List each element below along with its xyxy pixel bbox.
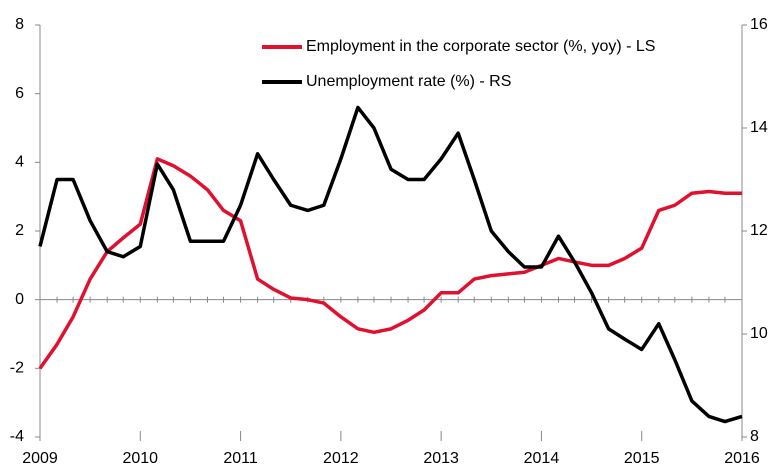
x-tick-label: 2011 — [223, 450, 258, 467]
y2-tick-label: 14 — [750, 119, 768, 136]
y2-tick-label: 12 — [750, 222, 768, 239]
legend-label: Employment in the corporate sector (%, y… — [306, 38, 655, 55]
y2-tick-label: 16 — [750, 16, 768, 33]
x-tick-label: 2016 — [724, 450, 760, 467]
y2-tick-label: 8 — [750, 428, 759, 445]
x-tick-label: 2012 — [323, 450, 359, 467]
y-tick-label: 6 — [15, 85, 24, 102]
y2-tick-label: 10 — [750, 325, 768, 342]
series-line — [38, 105, 743, 424]
x-tick-label: 2014 — [524, 450, 560, 467]
y-tick-label: -4 — [10, 428, 24, 445]
x-tick-label: 2013 — [423, 450, 459, 467]
y-tick-label: 0 — [15, 291, 24, 308]
x-tick-label: 2015 — [624, 450, 660, 467]
x-tick-label: 2009 — [22, 450, 58, 467]
legend-label: Unemployment rate (%) - RS — [306, 73, 511, 90]
series-line — [38, 157, 742, 370]
y-tick-label: 2 — [15, 222, 24, 239]
y-tick-label: 4 — [15, 154, 24, 171]
y-tick-label: 8 — [15, 16, 24, 33]
y-tick-label: -2 — [10, 360, 24, 377]
x-tick-label: 2010 — [122, 450, 158, 467]
